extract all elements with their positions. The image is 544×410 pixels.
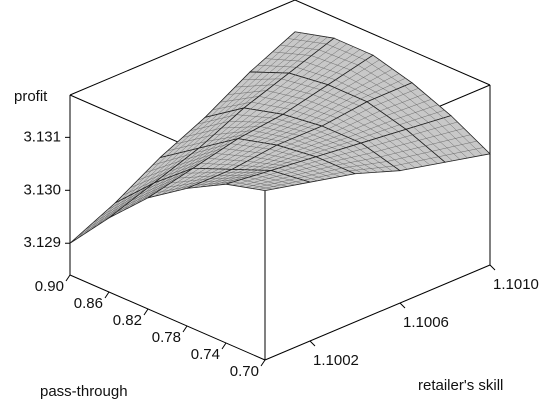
x-tick: [309, 340, 316, 347]
mesh-line: [82, 196, 129, 235]
y-tick-label: 0.86: [74, 295, 103, 312]
y-axis-label: pass-through: [40, 383, 128, 400]
box-edge: [264, 264, 491, 361]
mesh-line: [250, 74, 296, 110]
mesh-line: [244, 116, 290, 140]
y-tick-label: 0.74: [191, 346, 220, 363]
mesh-line: [328, 106, 374, 130]
mesh-line: [412, 121, 458, 136]
mesh-line: [295, 40, 341, 76]
x-tick-label: 1.1010: [493, 276, 539, 293]
y-tick-label: 0.82: [113, 312, 142, 329]
y-tick: [104, 291, 110, 299]
x-axis-label: retailer's skill: [418, 377, 503, 394]
x-tick-label: 1.1006: [403, 314, 449, 331]
mesh-line: [256, 32, 302, 73]
mesh-line: [367, 134, 413, 148]
mesh-line: [193, 169, 239, 188]
mesh-line: [289, 87, 335, 117]
y-tick: [182, 325, 188, 333]
z-tick-label: 3.130: [23, 181, 61, 198]
mesh-line: [322, 147, 368, 160]
y-tick: [221, 342, 227, 350]
mesh-line: [76, 199, 122, 240]
mesh-line: [277, 159, 323, 173]
x-tick: [489, 264, 496, 271]
mesh-line: [121, 155, 167, 200]
box-edge: [69, 0, 296, 96]
y-tick: [143, 308, 149, 316]
z-tick-label: 3.129: [23, 234, 61, 251]
y-tick: [65, 274, 71, 282]
box-edge: [69, 274, 266, 361]
mesh-line: [211, 71, 257, 116]
mesh-line: [283, 128, 329, 148]
mesh-line: [334, 59, 380, 88]
mesh-line: [238, 146, 284, 170]
mesh-line: [199, 139, 245, 169]
mesh-line: [205, 108, 251, 147]
mesh-line: [115, 180, 161, 215]
mesh-line: [160, 146, 206, 181]
z-tick-label: 3.131: [23, 128, 61, 145]
mesh-line: [373, 88, 419, 107]
y-tick-label: 0.90: [35, 278, 64, 295]
y-tick: [260, 359, 266, 367]
y-tick-label: 0.78: [152, 329, 181, 346]
mesh-line: [154, 168, 200, 197]
x-tick-label: 1.1002: [313, 352, 359, 369]
mesh-line: [232, 172, 278, 186]
z-axis-label: profit: [14, 88, 48, 105]
x-tick: [399, 302, 406, 309]
y-tick-label: 0.70: [230, 363, 259, 380]
box-edge: [294, 0, 491, 86]
mesh-line: [166, 115, 212, 157]
